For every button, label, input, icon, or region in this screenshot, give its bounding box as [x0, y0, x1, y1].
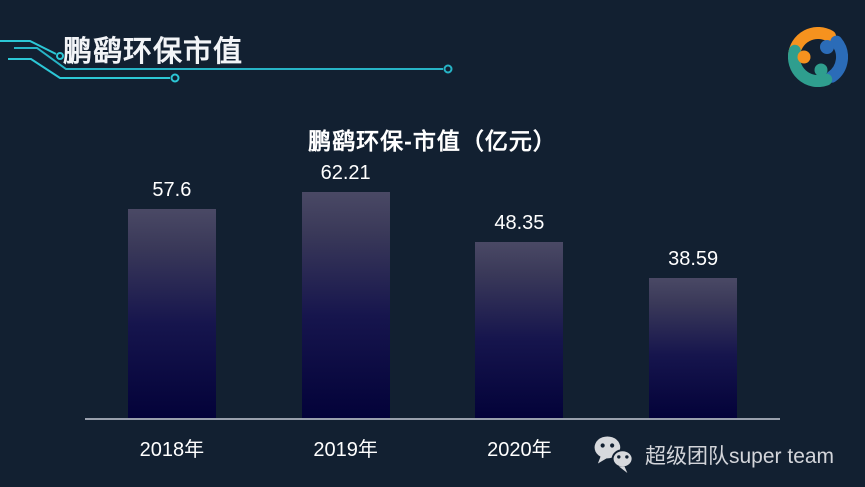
x-axis-label: 2018年 — [139, 439, 205, 461]
x-axis-label: 2019年 — [313, 439, 378, 461]
wechat-icon — [594, 436, 634, 474]
x-axis-labels: 2018年 2019年 2020年 — [85, 433, 780, 463]
bar-2018 — [127, 209, 216, 418]
chart-title: 鹏鹞环保-市值（亿元） — [308, 128, 557, 154]
company-logo-icon — [788, 27, 848, 87]
bar-value-label: 62.21 — [320, 162, 371, 184]
page-title: 鹏鹞环保市值 — [63, 36, 244, 68]
x-axis-label: 2020年 — [487, 439, 552, 461]
watermark-text: 超级团队super team — [645, 445, 835, 468]
bar-value-label: 48.35 — [494, 212, 545, 234]
watermark: 超级团队super team — [594, 436, 834, 474]
bar- — [649, 278, 738, 418]
bar-value-label: 38.59 — [668, 248, 719, 270]
x-axis-line — [85, 418, 780, 420]
bar-2020 — [475, 242, 564, 418]
bar-value-label: 57.6 — [152, 179, 192, 201]
circuit-lines-icon — [0, 40, 453, 83]
bar-2019 — [301, 192, 390, 418]
plot-area: 57.6 62.21 48.35 38.59 — [85, 162, 780, 418]
